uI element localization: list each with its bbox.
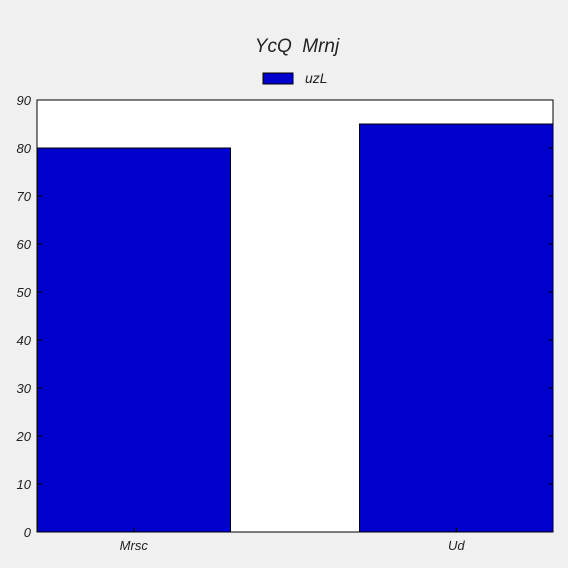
y-tick-label-0: 0	[24, 525, 32, 540]
legend: uzL	[262, 70, 328, 86]
y-tick-label-20: 20	[16, 429, 32, 444]
plot-frame	[36, 99, 554, 533]
legend-swatch	[262, 72, 294, 85]
y-tick-label-30: 30	[17, 381, 32, 396]
y-tick-label-80: 80	[17, 141, 32, 156]
y-tick-label-40: 40	[17, 333, 32, 348]
chart-title: YcQ Mrnj	[255, 36, 340, 57]
y-tick-label-90: 90	[17, 93, 32, 108]
y-tick-label-50: 50	[17, 285, 32, 300]
y-tick-label-60: 60	[17, 237, 32, 252]
x-tick-label-mrsc: Mrsc	[120, 538, 149, 553]
bar-ud	[359, 123, 554, 533]
legend-label-uzl: uzL	[305, 70, 328, 86]
x-tick-label-ud: Ud	[448, 538, 465, 553]
y-tick-label-70: 70	[17, 189, 32, 204]
bar-mrsc	[36, 147, 231, 533]
y-tick-label-10: 10	[17, 477, 32, 492]
